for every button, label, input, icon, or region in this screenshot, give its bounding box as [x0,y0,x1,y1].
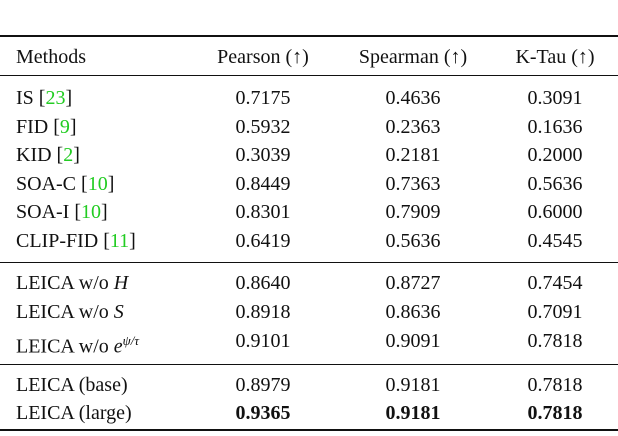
cite-close: ] [73,144,80,167]
math: S [113,300,124,323]
method-cell: LEICA (large) [16,401,132,425]
cite-ref: 10 [81,201,102,224]
header-rule [0,75,618,76]
value-cell: 0.7909 [385,201,441,224]
value-cell: 0.2000 [527,144,583,167]
top-rule [0,35,618,37]
value-cell: 0.8640 [235,272,291,294]
value-cell: 0.9365 [235,401,291,424]
method-name: SOA-I [16,201,75,224]
value-cell: 0.9101 [235,329,291,352]
cite-ref: 10 [87,172,108,195]
value-cell: 0.2363 [385,115,441,138]
value-cell: 0.8301 [235,201,291,224]
method-cell: KID [2] [16,143,80,167]
method-cell: CLIP-FID [11] [16,229,136,253]
method-name: LEICA w/o [16,300,114,323]
value-cell: 0.5636 [527,172,583,195]
value-cell: 0.6419 [235,230,291,252]
value-cell: 0.2181 [385,144,441,167]
header-cell: Pearson (↑) [217,46,309,68]
value-cell: 0.3091 [527,87,583,109]
method-cell: SOA-C [10] [16,172,114,196]
cite-close: ] [69,115,77,138]
method-name: IS [16,87,39,109]
value-cell: 0.5636 [385,230,441,252]
cite-open: [ [38,87,46,109]
method-name: CLIP-FID [16,230,104,252]
cite-close: ] [101,201,108,224]
method-name: LEICA w/o [16,335,114,358]
value-cell: 0.9181 [385,374,441,396]
cite-open: [ [53,115,60,138]
value-cell: 0.7454 [527,272,583,294]
cite-ref: 9 [59,115,70,138]
method-cell: LEICA w/o H [16,271,128,295]
value-cell: 0.5932 [235,115,291,138]
value-cell: 0.8449 [235,172,291,195]
method-cell: LEICA w/o S [16,300,124,324]
cite-ref: 11 [109,230,130,252]
value-cell: 0.7091 [527,300,583,323]
cite-ref: 2 [63,144,74,167]
method-name: LEICA (base) [16,374,128,396]
cite-open: [ [56,144,64,167]
method-cell: SOA-I [10] [16,200,108,224]
value-cell: 0.9181 [385,401,441,424]
math: H [113,272,129,294]
method-name: LEICA w/o [16,272,114,294]
cite-open: [ [103,230,110,252]
cite-close: ] [129,230,136,252]
method-name: FID [16,115,54,138]
method-name: LEICA (large) [16,401,132,424]
value-cell: 0.7175 [235,87,291,109]
method-name: SOA-C [16,172,82,195]
math-sup: ψ/τ [122,332,140,348]
value-cell: 0.8727 [385,272,441,294]
value-cell: 0.7818 [527,329,583,352]
cite-ref: 23 [45,87,66,109]
group-rule [0,262,618,263]
value-cell: 0.8979 [235,374,291,396]
header-cell: Spearman (↑) [358,46,468,68]
header-cell: Methods [16,46,86,68]
value-cell: 0.3039 [235,144,291,167]
cite-open: [ [81,172,88,195]
method-name: KID [16,144,57,167]
value-cell: 0.9091 [385,329,441,352]
value-cell: 0.8918 [235,300,291,323]
value-cell: 0.1636 [527,115,583,138]
group-rule [0,364,618,365]
method-cell: LEICA w/o eψ/τ [16,329,139,359]
value-cell: 0.6000 [527,201,583,224]
cite-open: [ [74,201,82,224]
method-cell: FID [9] [16,115,77,139]
cite-close: ] [65,87,73,109]
value-cell: 0.4545 [527,230,583,252]
value-cell: 0.4636 [385,87,441,109]
method-cell: IS [23] [16,86,72,110]
value-cell: 0.8636 [385,300,441,323]
header-cell: K-Tau (↑) [515,46,595,68]
cite-close: ] [107,172,115,195]
value-cell: 0.7818 [527,374,583,396]
method-cell: LEICA (base) [16,373,128,397]
bottom-rule [0,429,618,431]
value-cell: 0.7363 [385,172,441,195]
math: e [113,335,123,358]
value-cell: 0.7818 [527,401,583,424]
